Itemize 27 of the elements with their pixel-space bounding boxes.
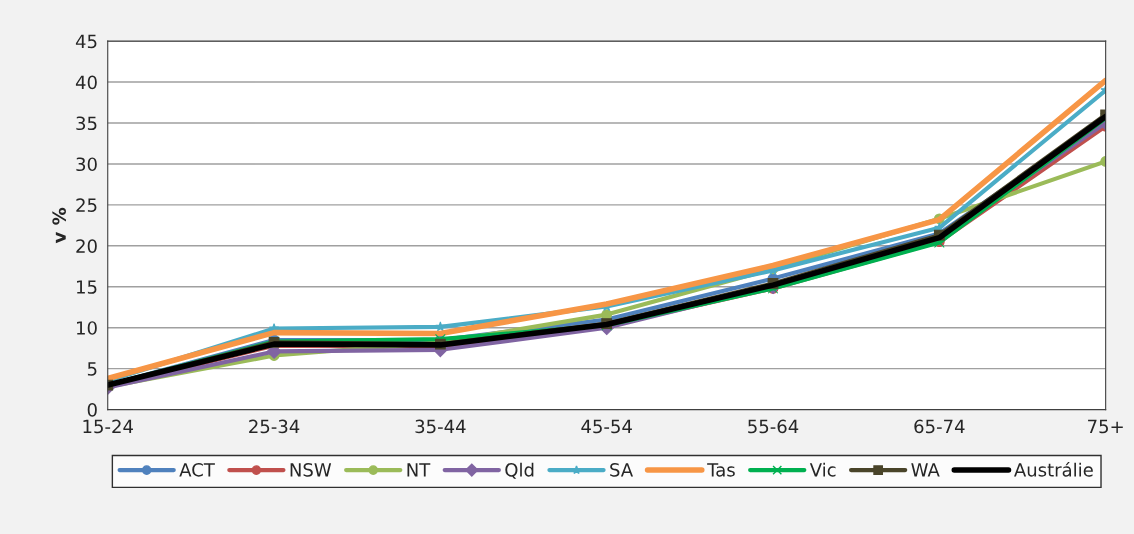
legend-label: ACT: [179, 462, 215, 477]
y-tick-label: 10: [77, 321, 97, 335]
y-tick-label: 15: [77, 280, 97, 294]
legend-label: NT: [407, 463, 431, 477]
legend-label: NSW: [290, 462, 332, 477]
y-tick-label: 40: [75, 75, 97, 90]
x-tick-label: 45-54: [581, 419, 632, 434]
y-tick-label: 30: [76, 157, 97, 172]
x-tick-label: 25-34: [249, 419, 300, 434]
x-tick-label: 15-24: [83, 419, 133, 434]
x-tick-label: 75+: [1088, 419, 1123, 434]
legend-label: WA: [911, 463, 940, 477]
y-tick-label: 35: [76, 116, 97, 131]
y-tick-label: 25: [76, 198, 97, 212]
y-tick-label: 5: [87, 362, 97, 376]
y-tick-label: 20: [76, 239, 97, 253]
legend-label: Tas: [707, 463, 735, 477]
legend-label: Qld: [505, 462, 534, 479]
legend-label: Austrálie: [1014, 461, 1093, 477]
y-tick-label: 0: [87, 403, 97, 417]
x-tick-label: 55-64: [748, 419, 799, 434]
x-tick-label: 65-74: [914, 419, 965, 434]
x-tick-label: 35-44: [415, 419, 466, 434]
legend-label: Vic: [809, 462, 836, 477]
legend-label: SA: [610, 462, 633, 477]
y-axis-title: v %: [52, 207, 66, 244]
y-tick-label: 45: [75, 34, 97, 49]
